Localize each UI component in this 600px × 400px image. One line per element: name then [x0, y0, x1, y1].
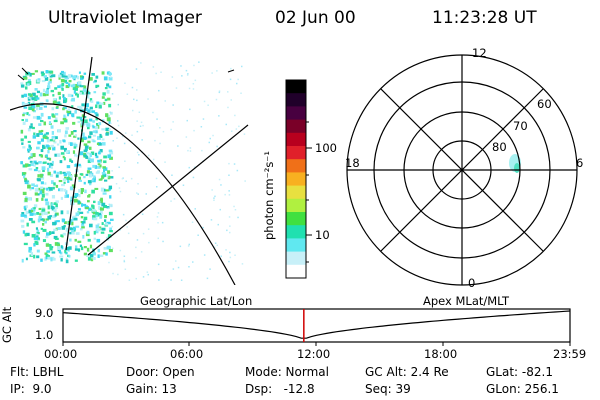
polar-mlt-18: 18 — [345, 156, 360, 170]
timeline-tick-1200: 12:00 — [297, 347, 331, 361]
map-tick — [227, 69, 235, 73]
color-bar-segment — [286, 264, 306, 279]
color-bar-segment — [286, 251, 306, 266]
image-time: 11:23:28 UT — [432, 8, 537, 28]
polar-diagonal — [380, 88, 544, 252]
polar-plot — [346, 54, 578, 286]
color-bar-segment — [286, 119, 306, 134]
altitude-curve — [62, 310, 571, 339]
color-bar-segment — [286, 225, 306, 239]
polar-lat-70: 70 — [513, 119, 528, 133]
footer-door: Door: Open — [126, 365, 195, 379]
timeline-tick-0000: 00:00 — [44, 347, 78, 361]
map-meridian-line — [65, 56, 93, 251]
footer-mode: Mode: Normal — [245, 365, 329, 379]
footer-dsp: Dsp: -12.8 — [245, 382, 315, 396]
color-scale-bar — [286, 80, 306, 279]
map-tick — [17, 74, 25, 81]
map-meridian-line — [87, 124, 249, 256]
map-tick — [21, 67, 29, 75]
footer-ip: IP: 9.0 — [10, 382, 52, 396]
color-bar-segment — [286, 132, 306, 147]
footer-filter: Flt: LBHL — [10, 365, 64, 379]
map-latitude-circle — [10, 103, 236, 285]
footer-gc-alt: GC Alt: 2.4 Re — [365, 365, 449, 379]
polar-lat-80: 80 — [492, 140, 507, 154]
timeline-y-bottom: 1.0 — [35, 328, 54, 342]
color-bar-segment — [286, 185, 306, 200]
color-bar-segment — [286, 198, 306, 213]
footer-glat: GLat: -82.1 — [486, 365, 553, 379]
color-bar-label-10: 10 — [315, 228, 330, 242]
polar-lat-60: 60 — [537, 97, 552, 111]
color-bar-segment — [286, 212, 306, 226]
polar-mlt-6: 6 — [576, 156, 584, 170]
timeline-frame — [62, 308, 571, 343]
polar-mlt-12: 12 — [472, 46, 487, 60]
timeline-tick-2359: 23:59 — [553, 347, 587, 361]
polar-mlt-0: 0 — [468, 276, 476, 290]
timeline-y-top: 9.0 — [35, 306, 54, 320]
color-bar-label-100: 100 — [315, 141, 337, 155]
image-date: 02 Jun 00 — [275, 8, 356, 28]
color-bar-segment — [286, 80, 306, 94]
timeline-right-caption: Apex MLat/MLT — [423, 294, 510, 308]
color-bar-unit-label: photon cm⁻²s⁻¹ — [262, 151, 276, 240]
color-bar-segment — [286, 172, 306, 187]
footer-seq: Seq: 39 — [365, 382, 411, 396]
color-bar-segment — [286, 159, 306, 173]
footer-glon: GLon: 256.1 — [486, 382, 559, 396]
timeline-plot — [62, 308, 571, 346]
color-bar-segment — [286, 93, 306, 107]
color-bar-segment — [286, 106, 306, 121]
timeline-tick-0600: 06:00 — [170, 347, 204, 361]
color-bar-segment — [286, 146, 306, 160]
timeline-tick-1800: 18:00 — [424, 347, 458, 361]
timeline-left-caption: Geographic Lat/Lon — [140, 294, 253, 308]
footer-gain: Gain: 13 — [126, 382, 177, 396]
instrument-title: Ultraviolet Imager — [48, 8, 202, 28]
aurora-emission-dots — [20, 61, 246, 281]
color-bar-frame — [285, 79, 307, 279]
polar-emission-core — [514, 163, 520, 173]
color-bar-segment — [286, 238, 306, 253]
timeline-y-label: GC Alt — [0, 306, 14, 343]
